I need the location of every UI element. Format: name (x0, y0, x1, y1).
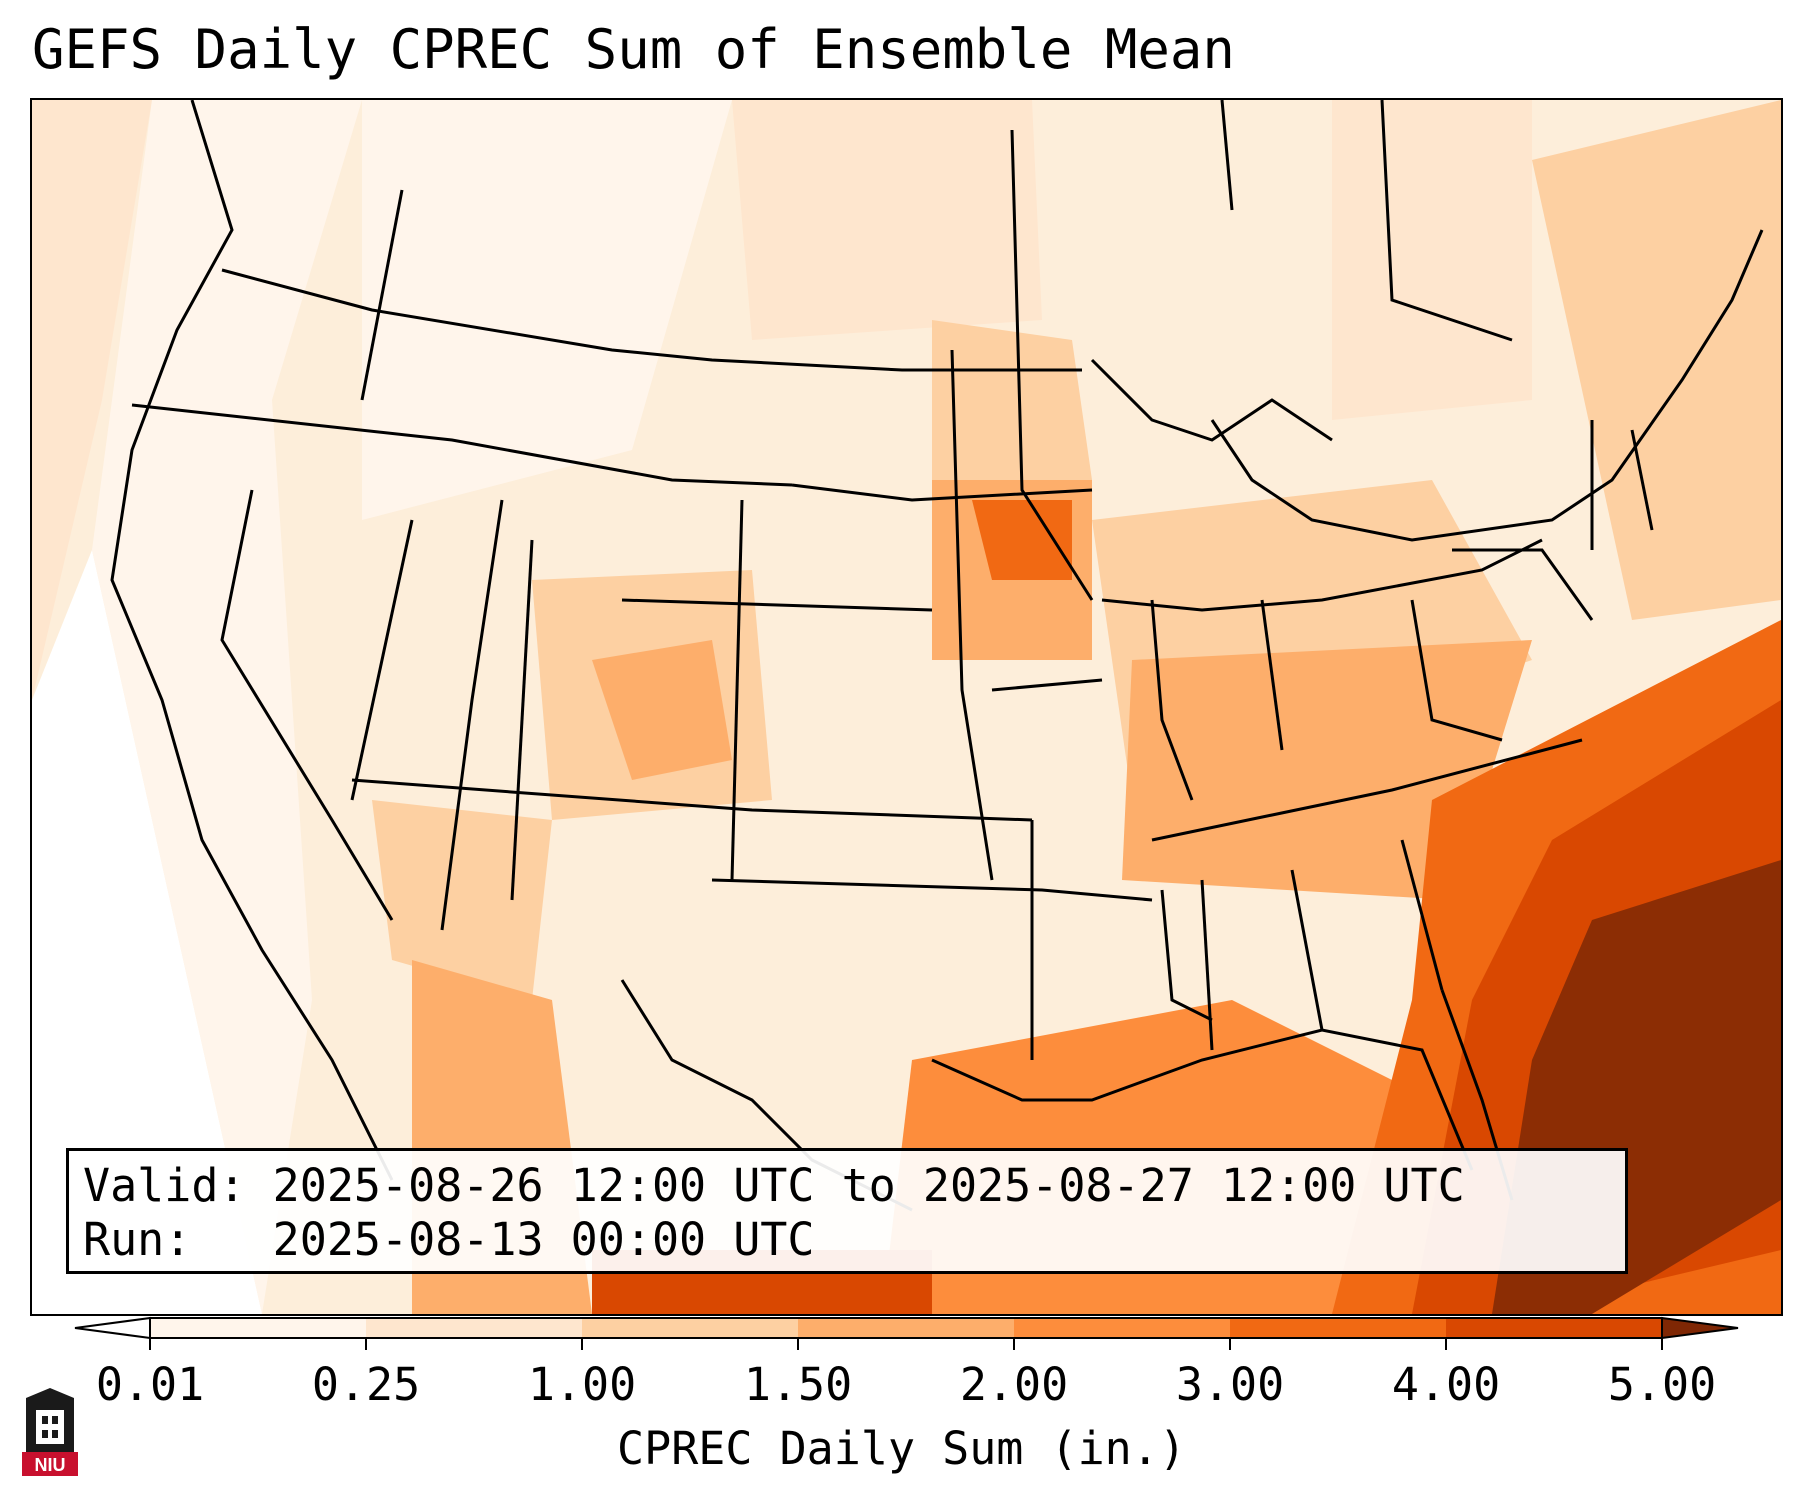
boundaries (110, 100, 1764, 1212)
colorbar-frame (149, 1317, 1663, 1339)
colorbar-tick-label: 1.50 (743, 1358, 853, 1411)
niu-logo: NIU (22, 1388, 78, 1476)
colorbar-segment (1230, 1318, 1447, 1338)
colorbar-segment (1014, 1318, 1231, 1338)
colorbar-segment (582, 1318, 799, 1338)
precip-map (32, 100, 1781, 1314)
valid-time-text: Valid: 2025-08-26 12:00 UTC to 2025-08-2… (83, 1159, 1465, 1212)
colorbar-segments (74, 1316, 1739, 1340)
colorbar-tick-label: 4.00 (1391, 1358, 1501, 1411)
colorbar-tick-label: 0.01 (95, 1358, 205, 1411)
colorbar-segment (366, 1318, 583, 1338)
colorbar (74, 1316, 1739, 1350)
map-title: GEFS Daily CPREC Sum of Ensemble Mean (32, 18, 1235, 81)
colorbar-segment (150, 1318, 367, 1338)
svg-text:NIU: NIU (35, 1455, 66, 1475)
colorbar-tick-label: 3.00 (1175, 1358, 1285, 1411)
colorbar-tick-label: 0.25 (311, 1358, 421, 1411)
run-time-text: Run: 2025-08-13 00:00 UTC (83, 1213, 815, 1266)
colorbar-ticks (149, 1338, 1663, 1350)
colorbar-segment (798, 1318, 1015, 1338)
precip-field (32, 100, 1781, 1314)
colorbar-segment (1446, 1318, 1663, 1338)
colorbar-tick-label: 1.00 (527, 1358, 637, 1411)
valid-run-info-box: Valid: 2025-08-26 12:00 UTC to 2025-08-2… (66, 1148, 1628, 1274)
colorbar-tick-label: 2.00 (959, 1358, 1069, 1411)
colorbar-tick-label: 5.00 (1607, 1358, 1717, 1411)
colorbar-under-arrow (74, 1316, 151, 1340)
map-panel (30, 98, 1783, 1316)
colorbar-over-arrow (1661, 1316, 1739, 1340)
colorbar-label: CPREC Daily Sum (in.) (617, 1422, 1186, 1475)
